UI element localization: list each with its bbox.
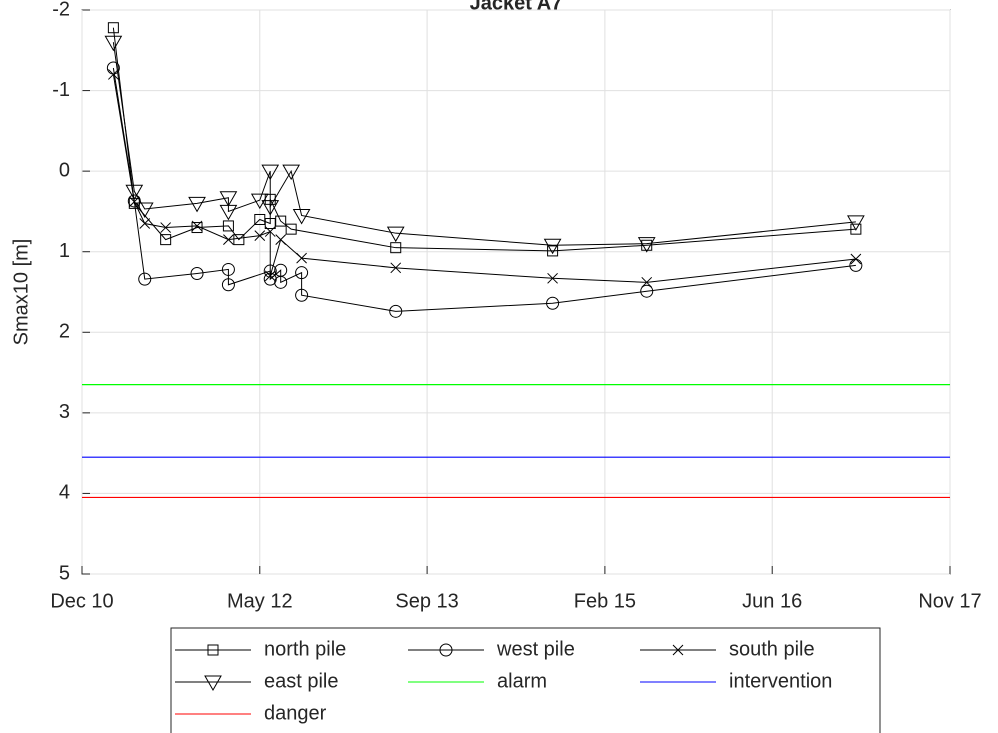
marker <box>219 191 238 207</box>
marker <box>135 202 154 219</box>
marker <box>188 196 206 213</box>
marker <box>250 193 269 210</box>
legend-label: danger <box>264 702 327 724</box>
marker <box>261 164 280 181</box>
marker <box>219 204 238 221</box>
y-tick-label: 4 <box>59 482 70 504</box>
y-tick-label: -2 <box>52 0 70 20</box>
marker <box>138 272 152 286</box>
marker <box>275 215 287 227</box>
marker <box>254 230 266 241</box>
marker <box>543 238 562 255</box>
marker <box>104 35 123 52</box>
marker <box>275 234 287 245</box>
x-tick-label: Nov 17 <box>918 590 981 612</box>
y-axis-label: Smax10 [m] <box>10 239 32 346</box>
x-tick-label: Jun 16 <box>742 590 802 612</box>
marker <box>191 220 203 232</box>
marker <box>264 270 276 282</box>
legend-label: south pile <box>729 638 815 660</box>
marker <box>390 242 402 254</box>
legend-label: north pile <box>264 638 346 660</box>
marker <box>641 239 653 251</box>
marker <box>274 275 288 289</box>
marker <box>850 253 862 265</box>
series-line <box>112 67 856 312</box>
marker <box>547 245 559 257</box>
marker <box>261 200 280 216</box>
series-line <box>112 42 856 246</box>
marker <box>223 234 234 245</box>
y-tick-label: 1 <box>59 240 70 262</box>
marker <box>672 644 684 656</box>
marker <box>221 278 235 292</box>
marker <box>292 208 311 225</box>
marker <box>546 296 560 310</box>
marker <box>190 266 204 280</box>
marker <box>295 288 309 302</box>
legend-label: west pile <box>496 638 575 660</box>
marker <box>637 237 656 253</box>
x-tick-label: Feb 15 <box>574 590 636 612</box>
marker <box>547 272 558 284</box>
x-tick-label: Dec 10 <box>50 590 113 612</box>
marker <box>108 69 119 80</box>
marker <box>640 284 654 298</box>
y-tick-label: 0 <box>59 159 70 181</box>
marker <box>390 262 402 274</box>
y-tick-label: 2 <box>59 321 70 343</box>
chart-title: Jacket A7 <box>470 0 563 14</box>
x-tick-label: Sep 13 <box>395 590 458 612</box>
legend-label: intervention <box>729 670 832 692</box>
marker <box>386 226 405 243</box>
marker <box>207 644 219 656</box>
marker <box>641 276 653 288</box>
marker <box>285 223 297 235</box>
plot-frame <box>81 9 951 575</box>
marker <box>160 234 172 246</box>
marker <box>264 226 276 237</box>
marker <box>282 164 301 181</box>
marker <box>139 218 151 229</box>
legend-box <box>170 627 881 733</box>
x-tick-label: May 12 <box>227 590 293 612</box>
marker <box>233 234 245 246</box>
marker <box>850 223 862 235</box>
marker <box>847 215 865 231</box>
marker <box>204 675 222 692</box>
series-line <box>112 74 856 283</box>
y-tick-label: 3 <box>59 401 70 423</box>
marker <box>221 262 235 276</box>
marker <box>222 220 234 232</box>
y-tick-label: -1 <box>52 79 70 101</box>
marker <box>296 252 307 264</box>
marker <box>107 22 119 34</box>
marker <box>125 184 144 201</box>
marker <box>439 643 453 657</box>
legend-label: east pile <box>264 670 339 692</box>
series-line <box>112 27 856 252</box>
marker <box>191 222 203 234</box>
marker <box>295 266 309 280</box>
marker <box>160 222 172 233</box>
y-tick-label: 5 <box>59 562 70 584</box>
marker <box>389 304 403 318</box>
legend-label: alarm <box>497 670 547 692</box>
